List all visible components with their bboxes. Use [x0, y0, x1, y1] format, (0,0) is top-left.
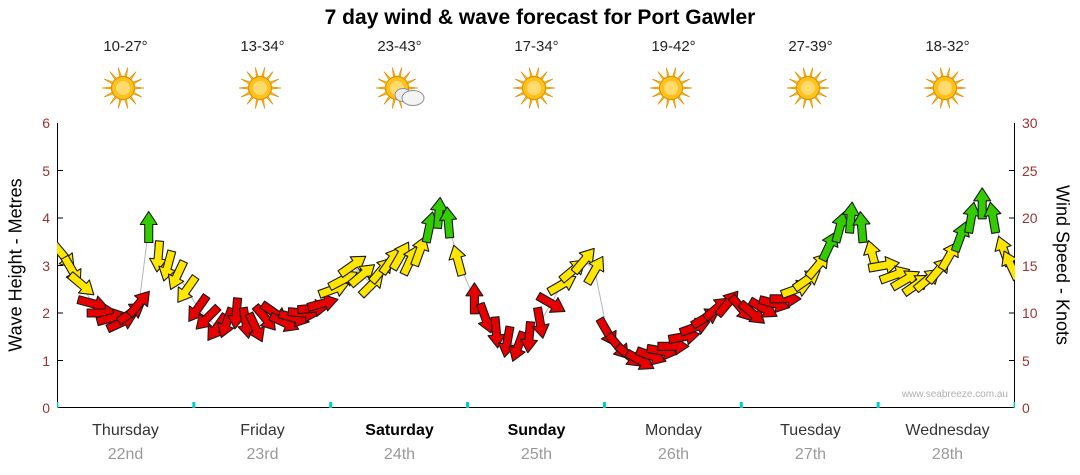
temperature-range: 23-43° [377, 38, 422, 55]
wind-speed-tick-label: 20 [1022, 210, 1038, 226]
watermark: www.seabreeze.com.au [901, 389, 1008, 400]
sun-icon [101, 67, 144, 109]
day-column-thursday: 10-27° Thursday 22nd [57, 38, 194, 475]
wind-arrow [167, 259, 188, 291]
wave-height-tick-label: 1 [42, 352, 50, 369]
wind-arrow [508, 330, 528, 362]
day-date: 27th [794, 446, 827, 463]
sun-icon [512, 67, 555, 109]
wind-arrow [217, 306, 237, 339]
day-date: 25th [520, 446, 553, 463]
wind-speed-tick-label: 30 [1022, 115, 1038, 131]
day-date: 23rd [246, 446, 279, 463]
day-tick [55, 402, 59, 408]
wind-speed-tick-label: 0 [1022, 400, 1030, 416]
wind-arrow [337, 255, 367, 278]
day-column-wednesday: 18-32° Wednesday 28th [879, 38, 1016, 475]
wind-arrow [139, 210, 158, 244]
sun-icon [649, 67, 692, 109]
day-date: 22nd [107, 446, 144, 463]
day-column-sunday: 17-34° Sunday 25th [468, 38, 605, 475]
weather-icon-slot [742, 64, 879, 114]
weather-icon-slot [57, 64, 194, 114]
weather-icon-slot [468, 64, 605, 114]
wave-height-tick-label: 6 [42, 115, 50, 131]
weather-icon-slot [879, 64, 1016, 114]
weather-icon-slot [194, 64, 331, 114]
wind-arrow [973, 187, 992, 220]
wind-trend-line [63, 202, 1012, 362]
wind-speed-tick-label: 5 [1022, 352, 1030, 369]
day-column-monday: 19-42° Monday 26th [605, 38, 742, 475]
wind-arrow [1001, 250, 1022, 282]
day-name: Tuesday [780, 422, 841, 439]
weather-icon-slot [331, 64, 468, 114]
wind-arrow [66, 271, 95, 296]
wind-arrow [852, 211, 871, 244]
day-date: 26th [657, 446, 690, 463]
wind-arrow [125, 290, 150, 319]
wind-speed-tick-label: 25 [1022, 162, 1038, 179]
day-tick [466, 402, 470, 408]
day-tick [739, 402, 743, 408]
day-tick [602, 402, 606, 408]
day-date: 28th [931, 446, 964, 463]
wind-arrow [583, 255, 605, 286]
day-name: Friday [240, 422, 285, 439]
wind-arrow [448, 244, 467, 277]
day-name: Wednesday [905, 422, 990, 439]
page-title: 7 day wind & wave forecast for Port Gawl… [324, 6, 756, 29]
sun-icon [786, 67, 829, 109]
forecast-chart [50, 123, 1022, 408]
sun-icon [238, 67, 281, 109]
day-column-friday: 13-34° Friday 23rd [194, 38, 331, 475]
day-name: Sunday [507, 422, 566, 439]
temperature-range: 27-39° [788, 38, 833, 55]
wind-arrow-chart [50, 123, 1022, 408]
wave-height-tick-label: 2 [42, 305, 50, 321]
wind-speed-tick-label: 15 [1022, 257, 1038, 274]
day-tick [329, 402, 333, 408]
wind-arrow [188, 293, 211, 322]
wave-height-tick-label: 4 [42, 210, 50, 226]
wave-height-tick-label: 0 [42, 400, 50, 416]
wind-arrow [410, 235, 430, 268]
temperature-range: 19-42° [651, 38, 696, 55]
wave-height-tick-label: 5 [42, 162, 50, 179]
weather-icon-slot [605, 64, 742, 114]
day-name: Saturday [365, 422, 434, 439]
wind-arrow [177, 274, 200, 303]
wind-arrow [983, 201, 1002, 235]
wind-arrow [439, 206, 458, 239]
wind-arrow [519, 320, 538, 354]
sun-cloud-icon [375, 67, 424, 109]
sun-icon [923, 67, 966, 109]
day-name: Thursday [92, 422, 159, 439]
day-column-saturday: 23-43° Saturday 24th [331, 38, 468, 475]
wave-height-tick-label: 3 [42, 257, 50, 274]
wind-arrow [535, 291, 566, 313]
day-tick [192, 402, 196, 408]
temperature-range: 18-32° [925, 38, 970, 55]
temperature-range: 10-27° [103, 38, 148, 55]
cloud-icon [401, 90, 424, 106]
wind-arrow [465, 282, 484, 315]
temperature-range: 13-34° [240, 38, 285, 55]
temperature-range: 17-34° [514, 38, 559, 55]
wind-speed-tick-label: 10 [1022, 305, 1038, 321]
day-date: 24th [383, 446, 416, 463]
day-column-tuesday: 27-39° Tuesday 27th [742, 38, 879, 475]
day-tick [876, 402, 880, 408]
wind-arrow [531, 306, 550, 339]
day-tick [1013, 402, 1017, 408]
day-name: Monday [645, 422, 702, 439]
wind-arrow [195, 303, 222, 330]
